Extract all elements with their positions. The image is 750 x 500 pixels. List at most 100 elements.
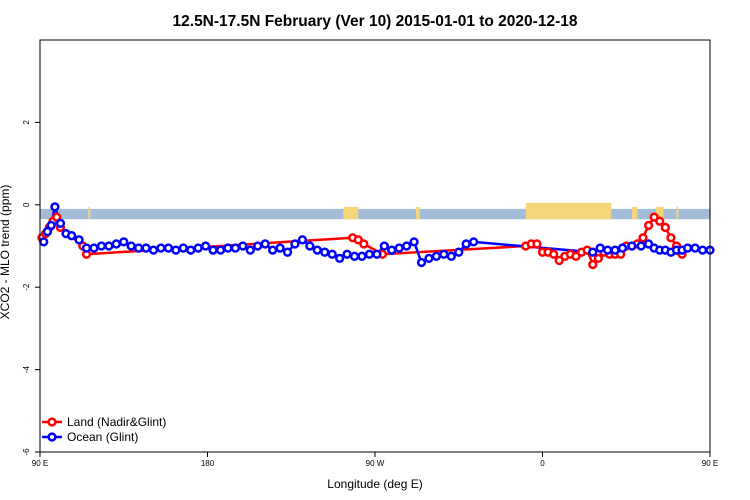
series-point	[683, 243, 693, 253]
map-ocean-band	[40, 208, 710, 220]
series-point	[74, 235, 84, 245]
series-point	[636, 241, 646, 251]
series-point	[643, 220, 654, 231]
series-point	[193, 243, 203, 253]
series-point	[617, 243, 628, 253]
series-point	[342, 249, 352, 259]
series-point	[379, 241, 389, 251]
series-point	[424, 253, 434, 264]
series-point	[141, 243, 151, 253]
series-point	[89, 243, 99, 253]
x-tick-label: 0	[540, 459, 545, 468]
series-point	[655, 216, 665, 226]
series-point	[275, 243, 285, 253]
y-axis: -6 -4 -2 0 2	[22, 120, 40, 456]
series-point	[66, 231, 77, 241]
series-point	[627, 241, 637, 251]
series-point	[223, 243, 233, 253]
series-point	[163, 243, 174, 253]
series-point	[148, 245, 159, 255]
x-tick-label: 90 W	[366, 459, 385, 468]
y-axis-label: XCO2 - MLO trend (ppm)	[0, 185, 12, 320]
y-tick-label: -6	[22, 448, 31, 456]
x-axis-label: Longitude (deg E)	[327, 477, 422, 491]
series-point	[446, 251, 456, 261]
series-point	[156, 243, 166, 253]
series-point	[119, 237, 129, 247]
series-point	[81, 243, 92, 253]
y-tick-label: 2	[22, 120, 31, 125]
x-tick-label: 90 E	[702, 459, 718, 468]
map-band	[40, 202, 710, 220]
series-point	[238, 241, 248, 251]
series-point	[357, 251, 367, 261]
series-point	[215, 245, 226, 255]
series-points	[37, 202, 715, 270]
series-point	[290, 239, 300, 249]
series-point	[230, 243, 241, 253]
series-point	[133, 243, 144, 253]
series-point	[666, 233, 676, 243]
series-point	[208, 245, 218, 255]
series-point	[305, 241, 315, 251]
legend-label: Land (Nadir&Glint)	[67, 415, 166, 429]
series-point	[532, 239, 542, 249]
series-point	[267, 245, 278, 255]
series-point	[593, 253, 603, 264]
series-point	[39, 237, 49, 247]
series-point	[660, 222, 670, 233]
series-point	[588, 247, 598, 257]
series-point	[104, 241, 114, 251]
series-point	[697, 245, 708, 255]
x-tick-label: 180	[201, 459, 215, 468]
chart-title: 12.5N-17.5N February (Ver 10) 2015-01-01…	[173, 13, 578, 30]
series-point	[610, 245, 620, 255]
series-point	[312, 245, 322, 255]
series-point	[297, 235, 308, 245]
series-point	[595, 243, 605, 253]
series-point	[416, 257, 427, 268]
map-land-segment	[676, 206, 679, 220]
y-tick-label: 0	[22, 202, 31, 207]
map-land-segment	[525, 202, 612, 220]
series-point	[439, 249, 449, 259]
series-point	[260, 239, 270, 249]
series-point	[171, 245, 181, 255]
series-point	[549, 249, 559, 259]
series-point	[359, 239, 369, 249]
series-point	[46, 220, 56, 231]
series-point	[334, 253, 345, 264]
series-point	[111, 239, 121, 249]
series-point	[387, 245, 397, 255]
series-point	[178, 243, 188, 253]
series-point	[690, 243, 700, 253]
x-axis: 90 E 180 90 W 0 90 E	[32, 452, 718, 468]
series-point	[602, 245, 613, 255]
y-tick-label: -4	[22, 365, 31, 373]
series-point	[50, 202, 60, 212]
series-point	[126, 241, 136, 251]
series-point	[372, 249, 382, 259]
series-point	[394, 243, 404, 253]
series-point	[638, 233, 648, 243]
series-point	[401, 241, 412, 251]
series-point	[409, 237, 419, 247]
legend-marker	[47, 417, 57, 427]
map-land-segment	[343, 206, 359, 220]
map-land-segment	[656, 206, 664, 220]
map-land-segment	[88, 206, 91, 220]
legend-label: Ocean (Glint)	[67, 430, 138, 444]
series-point	[588, 259, 598, 270]
x-tick-label: 90 E	[32, 459, 48, 468]
series-point	[55, 218, 66, 228]
series-point	[327, 249, 337, 259]
series-point	[200, 241, 211, 251]
map-land-segment	[415, 206, 420, 220]
y-tick-label: -2	[22, 283, 31, 291]
series-point	[461, 239, 471, 249]
legend-marker	[47, 432, 57, 442]
series-point	[186, 245, 196, 255]
series-point	[245, 245, 255, 255]
